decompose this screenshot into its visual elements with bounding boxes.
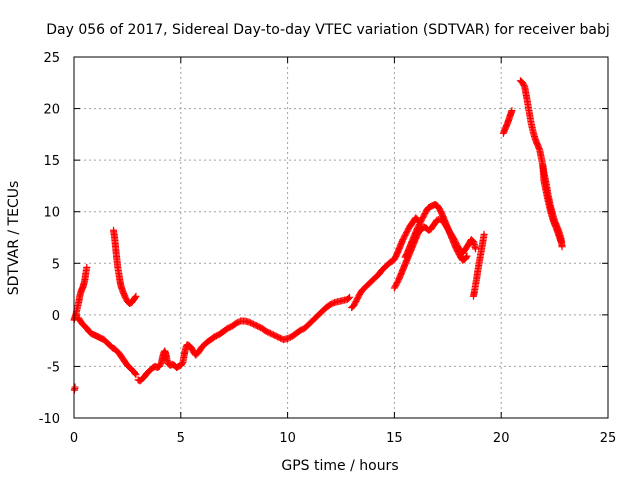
y-tick-label: 0 (52, 309, 60, 324)
series-segment-seg-h (401, 200, 471, 264)
series-segment-seg-j (499, 107, 516, 137)
y-axis-ticks: -10 -5 0 5 10 15 20 25 (39, 51, 608, 427)
data-point (508, 107, 516, 115)
data-point (132, 292, 140, 300)
data-point (131, 370, 139, 378)
data-point (346, 293, 354, 301)
x-tick-label: 20 (493, 431, 510, 446)
data-point (463, 252, 471, 260)
data-points (70, 77, 566, 394)
series-segment-seg-i (469, 230, 488, 300)
data-point (557, 238, 565, 246)
y-tick-label: 10 (43, 206, 60, 221)
data-point (131, 293, 139, 301)
y-tick-label: -5 (47, 360, 60, 375)
data-point (344, 294, 352, 302)
chart-title: Day 056 of 2017, Sidereal Day-to-day VTE… (46, 22, 609, 38)
y-tick-label: -10 (39, 412, 60, 427)
data-point (462, 253, 470, 261)
series-segment-seg-a (70, 383, 79, 394)
y-tick-label: 5 (52, 257, 60, 272)
x-tick-label: 25 (600, 431, 617, 446)
x-tick-label: 10 (279, 431, 296, 446)
data-point (472, 245, 480, 253)
series-segment-seg-k (516, 77, 566, 251)
series-segment-seg-c (74, 314, 140, 379)
x-tick-label: 5 (177, 431, 185, 446)
x-axis-ticks: 0 5 10 15 20 25 (70, 57, 616, 446)
data-point (558, 243, 566, 251)
x-tick-label: 0 (70, 431, 78, 446)
x-axis-label: GPS time / hours (281, 458, 398, 474)
data-point (83, 263, 91, 271)
series-segment-seg-d (110, 226, 140, 308)
series-segment-seg-e (134, 293, 354, 385)
y-tick-label: 20 (43, 103, 60, 118)
series-segment-seg-l (539, 161, 565, 246)
data-point (480, 230, 488, 238)
data-point (132, 371, 140, 379)
plot-frame (73, 56, 609, 419)
data-point (71, 383, 79, 391)
series-segment-seg-f (348, 214, 424, 312)
x-tick-label: 15 (386, 431, 403, 446)
y-axis-label: SDTVAR / TECUs (6, 181, 22, 296)
y-tick-label: 15 (43, 154, 60, 169)
y-tick-label: 25 (43, 51, 60, 66)
grid-lines (74, 57, 608, 418)
